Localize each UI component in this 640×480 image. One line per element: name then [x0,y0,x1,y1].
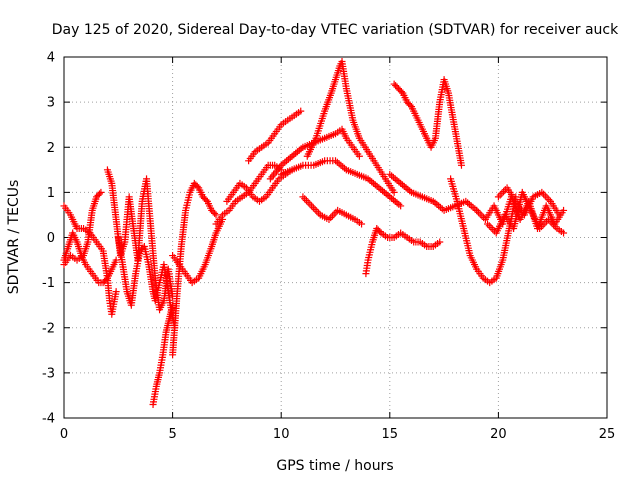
data-point-sat-b [102,276,110,284]
y-tick-label: 1 [47,186,55,201]
data-point-sat-u [485,222,493,230]
data-point-sat-o [332,208,340,216]
data-point-sat-c [97,188,105,196]
data-point-sat-k [297,107,305,115]
y-tick-label: -1 [42,276,55,291]
x-axis-label: GPS time / hours [276,458,393,474]
y-tick-label: 0 [47,231,55,246]
data-point-sat-o [302,196,310,204]
x-tick-label: 10 [273,427,290,442]
data-point-sat-q [397,88,405,96]
data-point-sat-o [327,214,335,222]
data-point-sat-q [457,161,465,169]
data-point-sat-t [476,210,484,218]
data-point-sat-v [496,191,504,199]
data-point-sat-c [95,190,103,198]
chart-title: Day 125 of 2020, Sidereal Day-to-day VTE… [52,22,619,38]
data-point-sat-g [193,182,201,190]
data-point-sat-t [474,208,482,216]
x-tick-label: 15 [382,427,399,442]
data-point-sat-a [112,288,120,296]
data-point-sat-o [313,207,321,215]
data-point-sat-m [397,202,405,210]
x-tick-labels: 0 5 10 15 20 25 [60,427,615,442]
data-point-sat-g [212,211,220,219]
data-point-sat-f [169,301,177,309]
data-point-sat-v [545,196,553,204]
data-points [60,58,568,408]
grid-lines [64,57,607,418]
data-point-sat-v [498,189,506,197]
data-point-sat-o [311,206,319,214]
data-point-sat-v [543,194,551,202]
y-tick-label: -4 [42,412,55,427]
y-tick-label: -2 [42,321,55,336]
x-tick-label: 25 [599,427,616,442]
plot-frame [63,56,608,419]
data-point-sat-p [376,227,384,235]
data-point-sat-o [308,202,316,210]
data-point-sat-t [478,212,486,220]
data-point-sat-g [211,209,219,217]
data-point-sat-v [500,187,508,195]
data-point-sat-q [406,101,414,109]
y-tick-label: 3 [47,96,55,111]
data-point-sat-u [560,229,568,237]
data-point-sat-o [299,193,307,201]
data-point-sat-o [306,200,314,208]
y-axis-label: SDTVAR / TECUs [6,180,22,295]
y-tick-labels: -4 -3 -2 -1 0 1 2 3 4 [42,51,55,427]
data-point-sat-v [494,193,502,201]
data-point-sat-o [309,204,317,212]
data-point-sat-v [540,190,548,198]
data-point-sat-n [390,188,398,196]
data-point-sat-v [555,211,563,219]
axis-ticks [63,56,608,419]
x-tick-label: 5 [168,427,176,442]
data-point-sat-l [355,152,363,160]
data-point-sat-o [358,220,366,228]
data-point-sat-u [489,225,497,233]
data-point-sat-t [560,206,568,214]
data-point-sat-g [202,196,210,204]
data-point-sat-u [487,224,495,232]
y-tick-label: -3 [42,366,55,381]
y-tick-label: 4 [47,51,55,66]
data-point-sat-o [301,195,309,203]
y-tick-label: 2 [47,141,55,156]
x-tick-label: 0 [60,427,68,442]
data-point-sat-o [304,198,312,206]
data-point-sat-p [436,238,444,246]
x-tick-label: 20 [490,427,507,442]
